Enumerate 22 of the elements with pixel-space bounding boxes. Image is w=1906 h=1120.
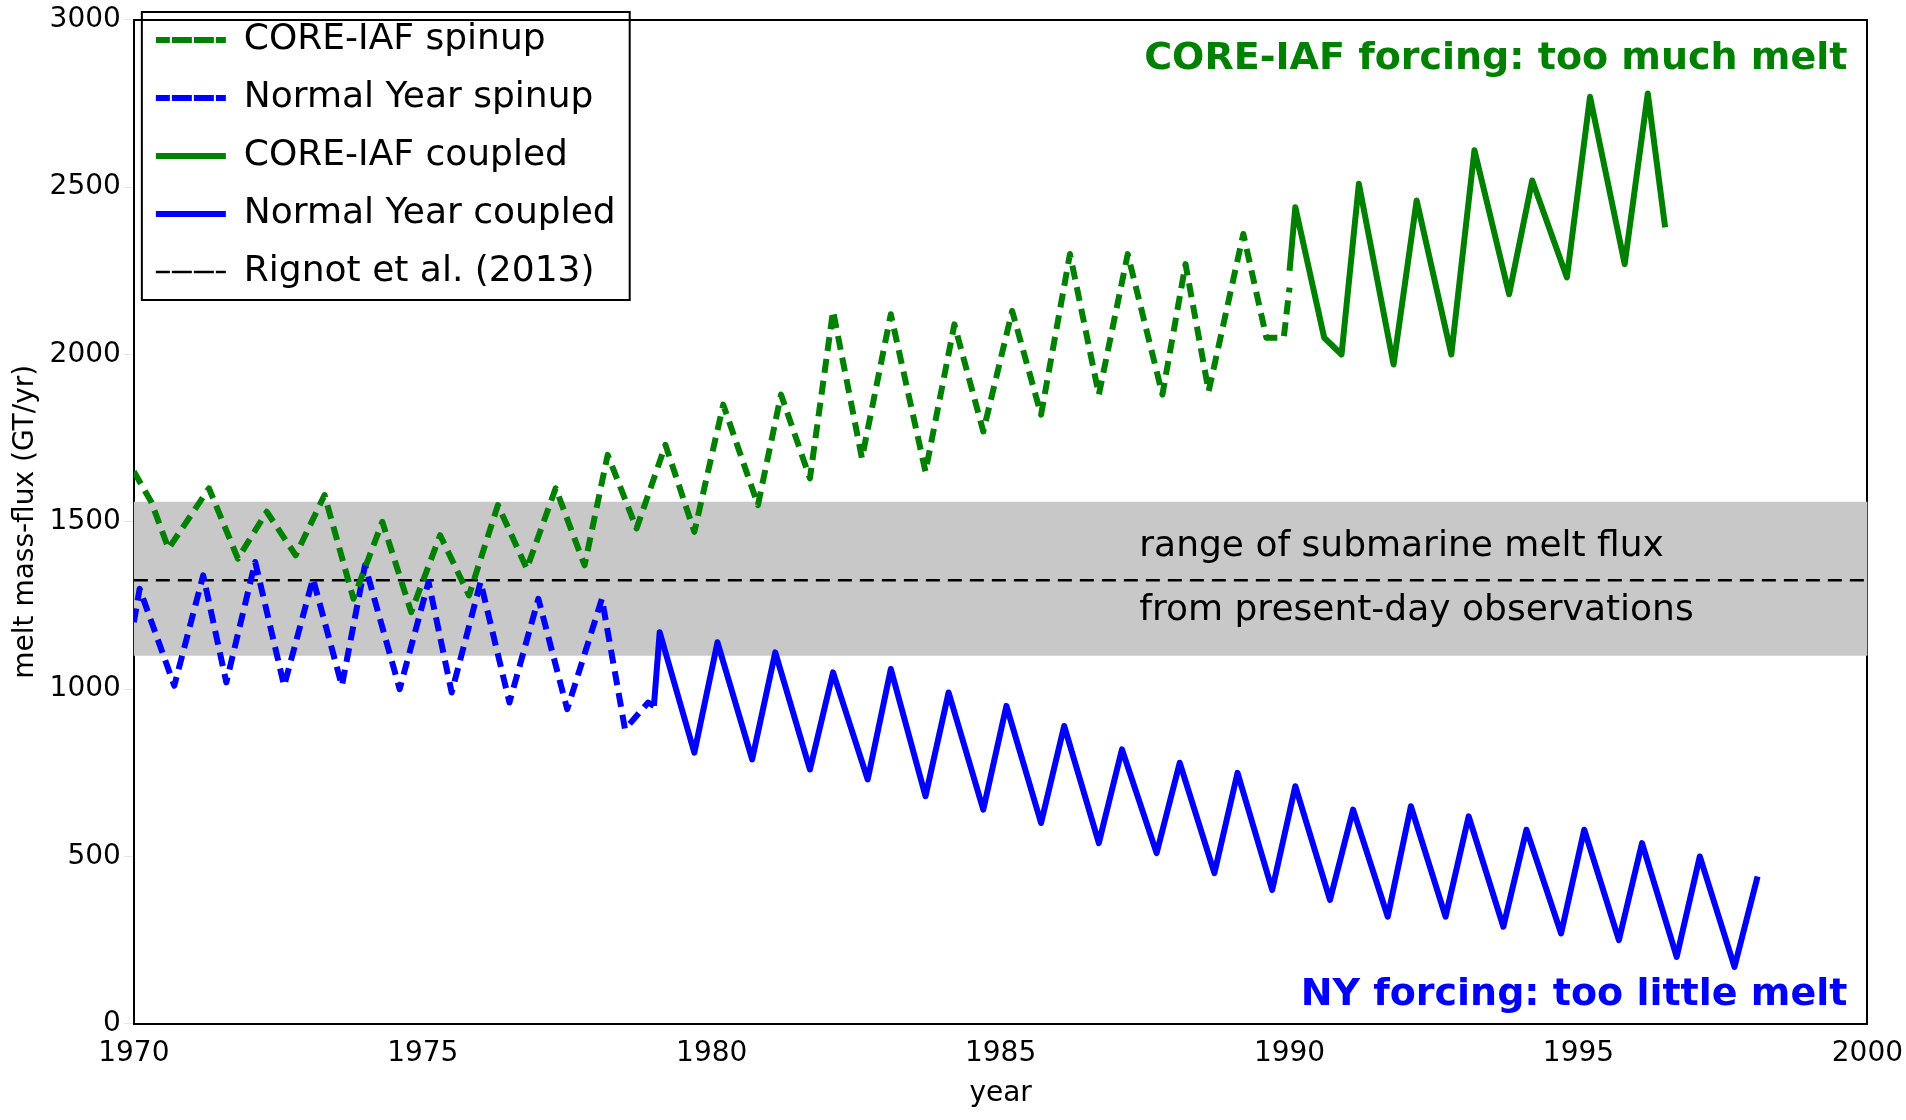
y-tick-label: 1000 <box>49 670 121 704</box>
y-tick-label: 2000 <box>49 335 121 369</box>
x-tick-label: 1995 <box>1542 1034 1615 1068</box>
x-tick-label: 1985 <box>964 1034 1037 1068</box>
x-tick-label: 2000 <box>1831 1034 1903 1068</box>
y-tick-label: 3000 <box>49 1 121 35</box>
annotation: CORE-IAF forcing: too much melt <box>1144 33 1848 78</box>
y-tick-label: 500 <box>67 837 121 871</box>
x-tick-label: 1980 <box>676 1034 748 1068</box>
y-tick-label: 2500 <box>49 168 121 202</box>
x-tick-label: 1990 <box>1253 1034 1326 1068</box>
y-tick-label: 1500 <box>49 503 121 537</box>
legend-label: CORE-IAF coupled <box>243 132 568 174</box>
legend-label: Rignot et al. (2013) <box>243 248 595 290</box>
legend-label: Normal Year coupled <box>243 190 616 232</box>
x-tick-label: 1975 <box>387 1034 459 1068</box>
annotation: NY forcing: too little melt <box>1300 969 1848 1014</box>
legend-label: CORE-IAF spinup <box>243 16 546 58</box>
legend-label: Normal Year spinup <box>243 74 594 116</box>
band-label: range of submarine melt flux from present-day observations <box>1139 523 1694 628</box>
x-axis-title: year <box>969 1075 1033 1109</box>
y-axis-title: melt mass-flux (GT/yr) <box>7 364 41 679</box>
